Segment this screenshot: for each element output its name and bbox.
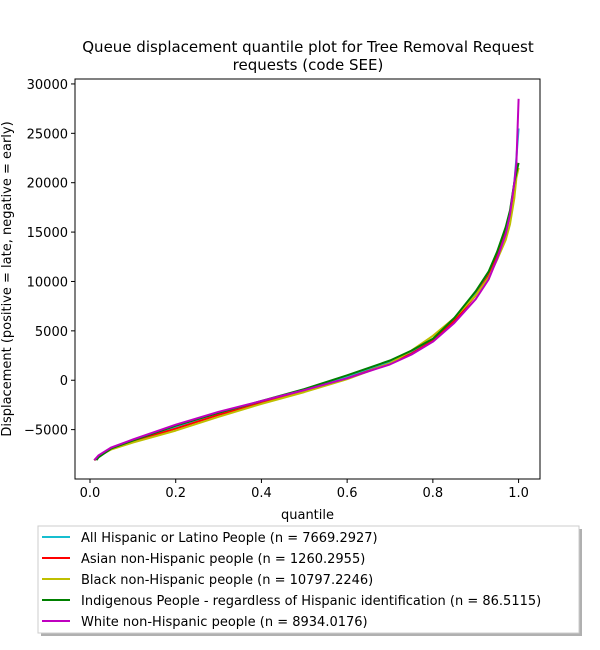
series-line-4: [93, 98, 520, 461]
series-lines: [93, 98, 520, 461]
axis-ticks: 0.0 0.2 0.4 0.6 0.8 1.0 −5000 0 5000 10000 15000 20…: [24, 78, 529, 501]
y-tick-label: 0: [60, 374, 68, 389]
x-tick-label: 0.2: [165, 486, 186, 501]
x-tick-label: 1.0: [508, 486, 529, 501]
legend-label-2: Black non-Hispanic people (n = 10797.224…: [81, 573, 373, 588]
y-tick-label: 25000: [27, 127, 68, 142]
legend: All Hispanic or Latino People (n = 7669.…: [37, 525, 582, 636]
y-axis-label: Displacement (positive = late, negative …: [0, 121, 15, 436]
x-tick-label: 0.6: [337, 486, 358, 501]
y-tick-label: 15000: [27, 226, 68, 241]
plot-frame: [74, 78, 541, 480]
chart-title-line-1: Queue displacement quantile plot for Tre…: [82, 38, 534, 56]
legend-label-3: Indigenous People - regardless of Hispan…: [81, 594, 541, 609]
x-tick-label: 0.8: [423, 486, 444, 501]
legend-box: [37, 525, 580, 634]
x-axis-label: quantile: [281, 508, 334, 523]
legend-label-1: Asian non-Hispanic people (n = 1260.2955…: [81, 552, 365, 567]
chart-title-line-2: requests (code SEE): [233, 56, 384, 74]
y-tick-label: −5000: [24, 424, 68, 439]
y-tick-label: 5000: [35, 325, 68, 340]
legend-label-4: White non-Hispanic people (n = 8934.0176…: [81, 615, 368, 630]
y-tick-label: 10000: [27, 275, 68, 290]
legend-label-0: All Hispanic or Latino People (n = 7669.…: [81, 531, 378, 546]
plot-area: [75, 79, 540, 479]
y-tick-label: 30000: [27, 78, 68, 93]
y-tick-label: 20000: [27, 177, 68, 192]
x-tick-label: 0.4: [251, 486, 272, 501]
x-tick-label: 0.0: [80, 486, 101, 501]
